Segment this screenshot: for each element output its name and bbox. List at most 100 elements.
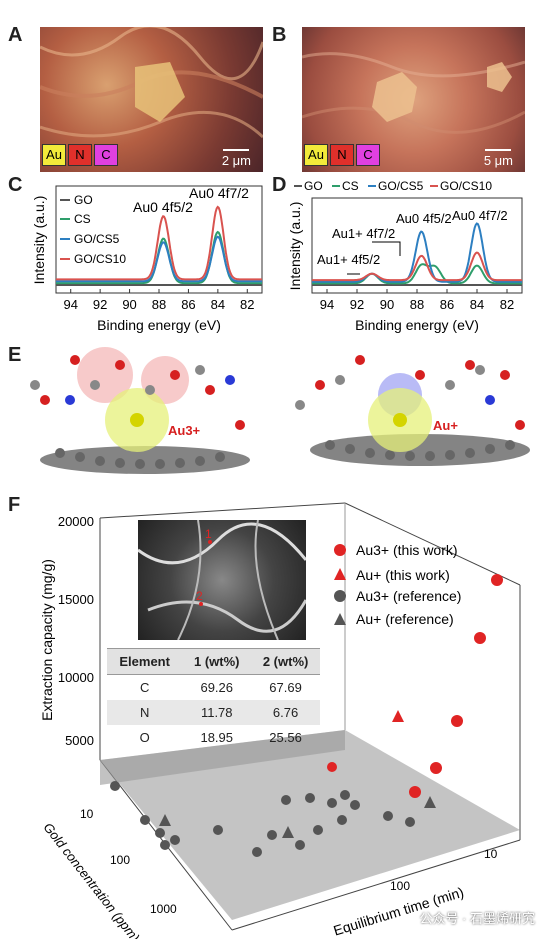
xps-chart-d: 94 92 90 88 86 84 82 Binding energy (eV) Inten… bbox=[287, 179, 523, 333]
x-tick-label: 86 bbox=[181, 297, 195, 312]
sem-texture-a bbox=[40, 27, 263, 139]
panel-label-a: A bbox=[8, 24, 23, 46]
x-tick-label: 94 bbox=[320, 297, 334, 312]
legend-go-c: GO bbox=[74, 193, 93, 207]
y-tick-10: 10 bbox=[80, 807, 94, 821]
xps-chart-c: 94 92 90 88 86 84 82 Binding energy (eV) Inten… bbox=[31, 185, 263, 333]
sem-image-b: Au N C 5 μm bbox=[302, 27, 525, 172]
legend-gocs5-d: GO/CS5 bbox=[378, 179, 424, 193]
x-tick-label: 84 bbox=[470, 297, 484, 312]
edx-c-a: C bbox=[94, 144, 118, 166]
inset-sem-f: 1 2 bbox=[137, 519, 308, 641]
x-tick-label: 90 bbox=[122, 297, 136, 312]
inset-texture: 1 2 bbox=[137, 519, 308, 641]
spectrum-line-go-cs5 bbox=[56, 235, 262, 283]
legend-au1-this: Au+ (this work) bbox=[356, 567, 450, 583]
zlabel-f: Extraction capacity (mg/g) bbox=[39, 559, 55, 721]
sem-image-a: Au N C 2 μm bbox=[40, 27, 263, 172]
edx-au-b: Au bbox=[304, 144, 328, 166]
spectrum-line-go-cs10 bbox=[312, 251, 522, 282]
inset-point-2: 2 bbox=[196, 589, 203, 603]
scale-label-b: 5 μm bbox=[483, 153, 513, 168]
panel-label-c: C bbox=[8, 174, 23, 196]
x-tick-label: 94 bbox=[63, 297, 77, 312]
legend-gocs10-c: GO/CS10 bbox=[74, 252, 126, 266]
x-tick-label: 88 bbox=[152, 297, 166, 312]
table-header-1: 1 (wt%) bbox=[182, 648, 252, 675]
y-tick-1000: 1000 bbox=[150, 902, 177, 916]
annotation-au1-72-d: Au1+ 4f7/2 bbox=[332, 226, 395, 241]
points-this-work bbox=[327, 574, 503, 798]
legend-au3-this: Au3+ (this work) bbox=[356, 542, 458, 558]
x-tick-label: 82 bbox=[240, 297, 254, 312]
table-cell: C bbox=[139, 680, 150, 695]
table-header-2: 2 (wt%) bbox=[251, 648, 320, 675]
table-cell: 11.78 bbox=[182, 700, 252, 725]
ylabel-f: Gold concentration (ppm) bbox=[40, 820, 142, 939]
annotation-au0-52-c: Au0 4f5/2 bbox=[133, 199, 193, 215]
table-cell: O bbox=[139, 730, 150, 745]
table-header-element: Element bbox=[107, 648, 183, 675]
edx-legend-b: Au N C bbox=[304, 144, 380, 166]
table-cell: N bbox=[107, 700, 183, 725]
y-tick-100: 100 bbox=[110, 853, 130, 867]
x-tick-label: 90 bbox=[380, 297, 394, 312]
inset-point-1: 1 bbox=[205, 527, 212, 541]
model-au3: Au3+ bbox=[30, 347, 250, 474]
legend-d: GO CS GO/CS5 GO/CS10 bbox=[294, 179, 492, 193]
z-tick-10000: 10000 bbox=[58, 670, 94, 685]
table-row: C 69.26 67.69 bbox=[107, 675, 320, 701]
edx-legend-a: Au N C bbox=[42, 144, 118, 166]
table-row: N 11.78 6.76 bbox=[107, 700, 320, 725]
legend-go-d: GO bbox=[304, 179, 323, 193]
z-tick-15000: 15000 bbox=[58, 592, 94, 607]
legend-gocs5-c: GO/CS5 bbox=[74, 232, 120, 246]
edx-c-b: C bbox=[356, 144, 380, 166]
xlabel-c: Binding energy (eV) bbox=[97, 317, 221, 333]
annotation-au0-52-d: Au0 4f5/2 bbox=[396, 211, 452, 226]
eds-table: Element 1 (wt%) 2 (wt%) C 69.26 67.69 N … bbox=[107, 648, 320, 750]
table-cell: 67.69 bbox=[269, 680, 302, 695]
z-tick-20000: 20000 bbox=[58, 514, 94, 529]
annotation-au0-72-c: Au0 4f7/2 bbox=[189, 185, 249, 201]
x-tick-100: 100 bbox=[390, 879, 410, 893]
annotation-au0-72-d: Au0 4f7/2 bbox=[452, 208, 508, 223]
table-row: O 18.95 25.56 bbox=[107, 725, 320, 750]
sem-texture-b bbox=[302, 52, 525, 134]
table-cell: 18.95 bbox=[200, 730, 234, 745]
table-cell: 69.26 bbox=[200, 680, 234, 695]
watermark: 公众号 · 石墨烯研究 bbox=[419, 911, 535, 926]
panel-label-e: E bbox=[8, 344, 22, 366]
legend-c: GO CS GO/CS5 GO/CS10 bbox=[60, 193, 126, 266]
legend-au3-ref: Au3+ (reference) bbox=[356, 588, 461, 604]
x-tick-label: 88 bbox=[410, 297, 424, 312]
panel-label-f: F bbox=[8, 494, 21, 516]
au3-model-label: Au3+ bbox=[168, 423, 201, 438]
edx-n-a: N bbox=[68, 144, 92, 166]
x-tick-10: 10 bbox=[484, 847, 498, 861]
legend-cs-d: CS bbox=[342, 179, 359, 193]
x-tick-label: 92 bbox=[93, 297, 107, 312]
legend-cs-c: CS bbox=[74, 212, 91, 226]
z-tick-5000: 5000 bbox=[65, 733, 94, 748]
x-tick-label: 92 bbox=[350, 297, 364, 312]
edx-n-b: N bbox=[330, 144, 354, 166]
ylabel-c: Intensity (a.u.) bbox=[31, 196, 47, 285]
spectrum-line-go-cs10 bbox=[56, 205, 262, 281]
model-au1: Au+ bbox=[295, 355, 530, 466]
annotation-au1-52-d: Au1+ 4f5/2 bbox=[317, 252, 380, 267]
scale-bar-b: 5 μm bbox=[484, 149, 513, 168]
au1-model-label: Au+ bbox=[433, 418, 458, 433]
edx-au-a: Au bbox=[42, 144, 66, 166]
points-reference bbox=[110, 781, 436, 857]
spectrum-line-cs bbox=[312, 263, 522, 285]
xlabel-d: Binding energy (eV) bbox=[355, 317, 479, 333]
scatter-3d-f: 20000 15000 10000 5000 Extraction capaci… bbox=[39, 502, 521, 939]
table-cell: 6.76 bbox=[251, 700, 320, 725]
legend-au1-ref: Au+ (reference) bbox=[356, 611, 454, 627]
table-cell: 25.56 bbox=[269, 730, 302, 745]
x-tick-label: 82 bbox=[500, 297, 514, 312]
scale-bar-a: 2 μm bbox=[222, 149, 251, 168]
x-tick-label: 86 bbox=[440, 297, 454, 312]
legend-f: Au3+ (this work) Au+ (this work) Au3+ (r… bbox=[334, 542, 461, 627]
